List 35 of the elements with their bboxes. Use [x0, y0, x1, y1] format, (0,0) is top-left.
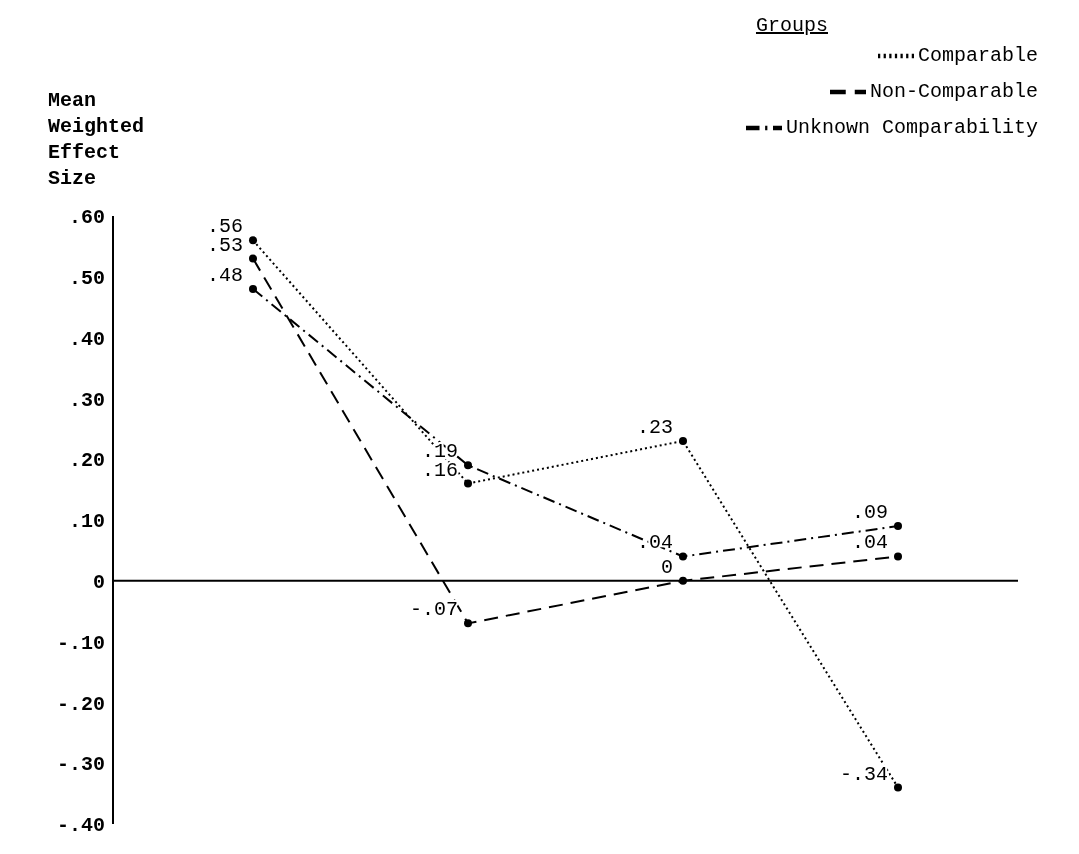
y-tick-label: .50	[68, 266, 105, 290]
y-tick-label: .20	[68, 449, 105, 473]
y-tick-label: -.30	[56, 753, 105, 777]
data-label: -.34	[839, 762, 888, 786]
data-label: -.07	[409, 598, 458, 622]
point	[894, 783, 902, 792]
legend-label: Unknown Comparability	[785, 116, 1038, 140]
point	[249, 284, 257, 293]
data-label: 0	[660, 555, 673, 579]
point	[464, 619, 472, 628]
legend-label: Comparable	[917, 44, 1038, 68]
point	[679, 576, 687, 585]
point	[464, 461, 472, 470]
y-tick-label: -.20	[56, 692, 105, 716]
y-tick-label: 0	[92, 570, 105, 594]
point	[464, 479, 472, 488]
point	[679, 552, 687, 561]
legend-label: Non-Comparable	[869, 80, 1038, 104]
y-axis-title: Mean Weighted Effect Size	[48, 88, 145, 192]
point	[894, 552, 902, 561]
y-tick-label: -.10	[56, 631, 105, 655]
data-label: .48	[206, 263, 243, 287]
y-tick-label: .10	[68, 510, 105, 534]
point	[894, 522, 902, 531]
y-tick-label: .30	[68, 388, 105, 412]
data-label: .23	[636, 415, 673, 439]
y-tick-label: -.40	[56, 814, 105, 838]
data-label: .09	[851, 501, 888, 525]
legend-title: Groups	[755, 14, 828, 37]
point	[249, 236, 257, 245]
point	[249, 254, 257, 263]
y-tick-label: .40	[68, 327, 105, 351]
data-label: .04	[851, 531, 888, 555]
y-tick-label: .60	[68, 206, 105, 230]
point	[679, 436, 687, 445]
